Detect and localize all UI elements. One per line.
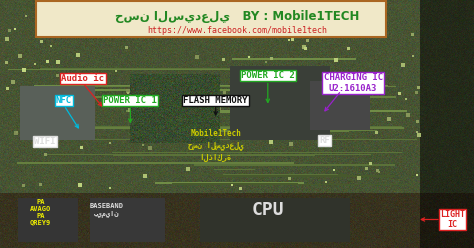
FancyBboxPatch shape	[36, 1, 386, 37]
Text: NFC: NFC	[56, 96, 72, 105]
Text: BASEBAND
بيميان: BASEBAND بيميان	[90, 203, 124, 217]
Text: CHARGING IC
U2:1610A3: CHARGING IC U2:1610A3	[324, 73, 383, 93]
Text: POWER IC 1: POWER IC 1	[103, 96, 157, 105]
Text: https://www.facebook.com/mobile1tech: https://www.facebook.com/mobile1tech	[147, 26, 327, 35]
Text: WIFI: WIFI	[34, 137, 56, 146]
Text: RF: RF	[319, 136, 330, 145]
Text: CPU: CPU	[252, 201, 284, 218]
Text: FLASH MEMORY: FLASH MEMORY	[183, 96, 248, 105]
Text: Audio ic: Audio ic	[62, 74, 104, 83]
Text: الذاكرة: الذاكرة	[200, 152, 232, 161]
Text: POWER IC 2: POWER IC 2	[241, 71, 295, 80]
Text: LIGHT
IC: LIGHT IC	[440, 210, 465, 229]
Text: PA
AVAGO
PA
QREY9: PA AVAGO PA QREY9	[30, 199, 51, 225]
Text: Mobile1Tech: Mobile1Tech	[190, 129, 241, 138]
Text: حسن السيدعلي: حسن السيدعلي	[188, 141, 244, 150]
Text: حسن السيدعلي   BY : Mobile1TECH: حسن السيدعلي BY : Mobile1TECH	[115, 10, 359, 23]
